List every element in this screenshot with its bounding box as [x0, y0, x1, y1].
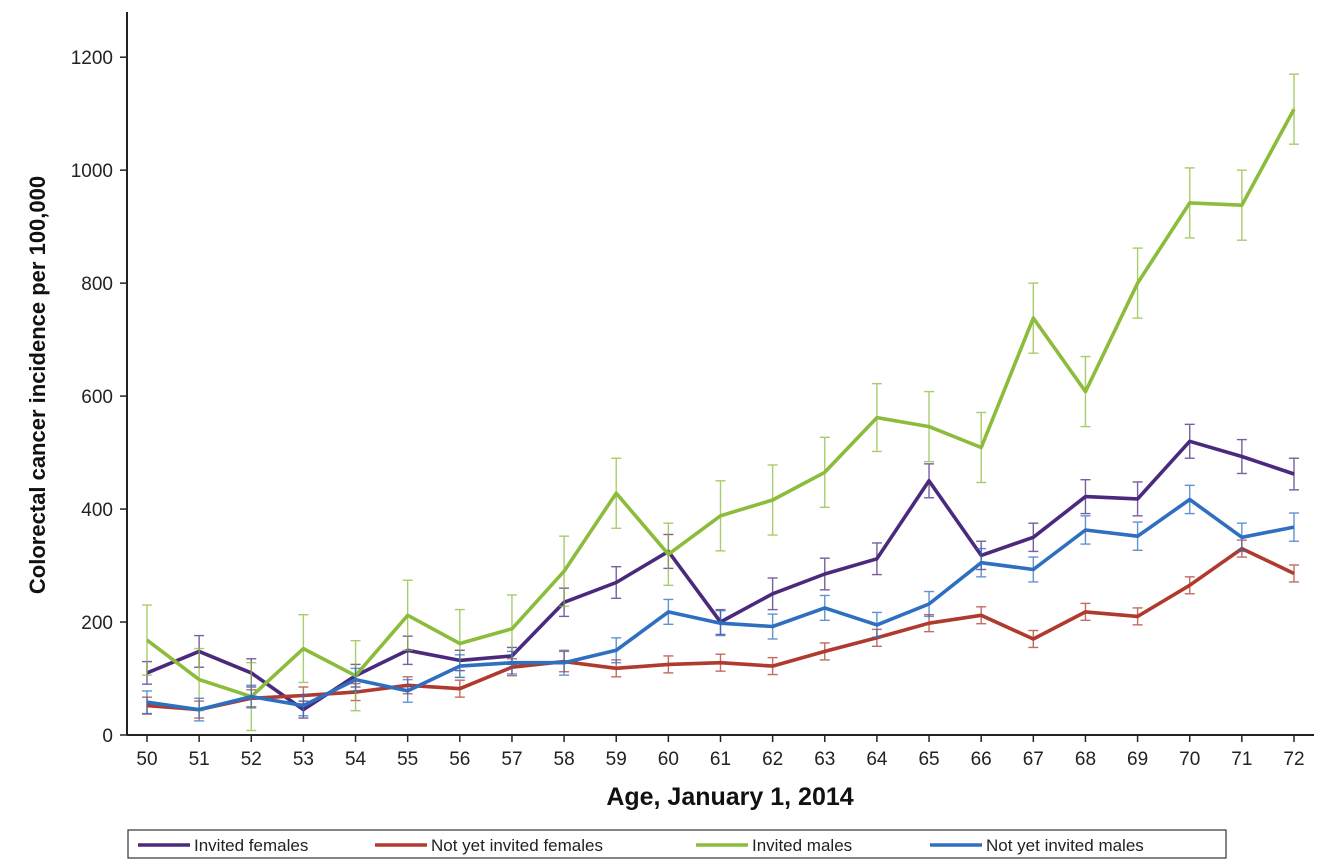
legend-box	[127, 829, 1227, 859]
y-axis-ticks: 0 200 400 600 800 1000 1200	[71, 48, 127, 747]
x-tick-label: 64	[866, 749, 888, 770]
x-tick-label: 67	[1023, 749, 1044, 770]
x-tick-label: 50	[136, 749, 157, 770]
x-tick-label: 72	[1283, 749, 1304, 770]
legend: Invited females Not yet invited females In…	[127, 829, 1227, 859]
x-axis-ticks: 50 51 52 53 54 55 56 57 58 59 60 61 62 63 64 65 66 67 68 69…	[136, 735, 1305, 770]
x-tick-label: 51	[189, 749, 210, 770]
x-tick-label: 62	[762, 749, 783, 770]
legend-label: Invited females	[194, 836, 308, 855]
x-tick-label: 52	[241, 749, 262, 770]
x-tick-label: 56	[449, 749, 470, 770]
legend-label: Not yet invited females	[431, 836, 603, 855]
y-tick-label: 800	[81, 274, 113, 295]
plot-area	[142, 73, 1299, 732]
y-axis-title: Colorectal cancer incidence per 100,000	[25, 176, 50, 594]
x-tick-label: 70	[1179, 749, 1200, 770]
y-tick-label: 1200	[71, 48, 113, 69]
y-tick-label: 1000	[71, 161, 113, 182]
x-tick-label: 71	[1231, 749, 1252, 770]
x-tick-label: 53	[293, 749, 314, 770]
y-tick-label: 0	[102, 726, 113, 747]
x-tick-label: 54	[345, 749, 367, 770]
error-bar	[1289, 73, 1299, 145]
y-tick-label: 400	[81, 500, 113, 521]
series-3	[142, 484, 1299, 722]
x-tick-label: 66	[971, 749, 992, 770]
x-tick-label: 60	[658, 749, 679, 770]
y-tick-label: 600	[81, 387, 113, 408]
x-tick-label: 57	[501, 749, 522, 770]
x-tick-label: 65	[918, 749, 939, 770]
x-tick-label: 59	[606, 749, 627, 770]
legend-label: Invited males	[752, 836, 852, 855]
x-tick-label: 55	[397, 749, 418, 770]
legend-label: Not yet invited males	[986, 836, 1144, 855]
y-tick-label: 200	[81, 613, 113, 634]
series-line	[145, 108, 1296, 699]
series-line	[146, 546, 1295, 712]
x-tick-label: 61	[710, 749, 731, 770]
x-tick-label: 68	[1075, 749, 1096, 770]
error-bar	[1289, 457, 1299, 491]
x-tick-label: 63	[814, 749, 835, 770]
x-tick-label: 58	[554, 749, 575, 770]
x-axis-title: Age, January 1, 2014	[606, 783, 853, 811]
x-tick-label: 69	[1127, 749, 1148, 770]
series-0	[142, 423, 1299, 719]
series-line	[146, 497, 1295, 712]
series-2	[142, 73, 1299, 732]
